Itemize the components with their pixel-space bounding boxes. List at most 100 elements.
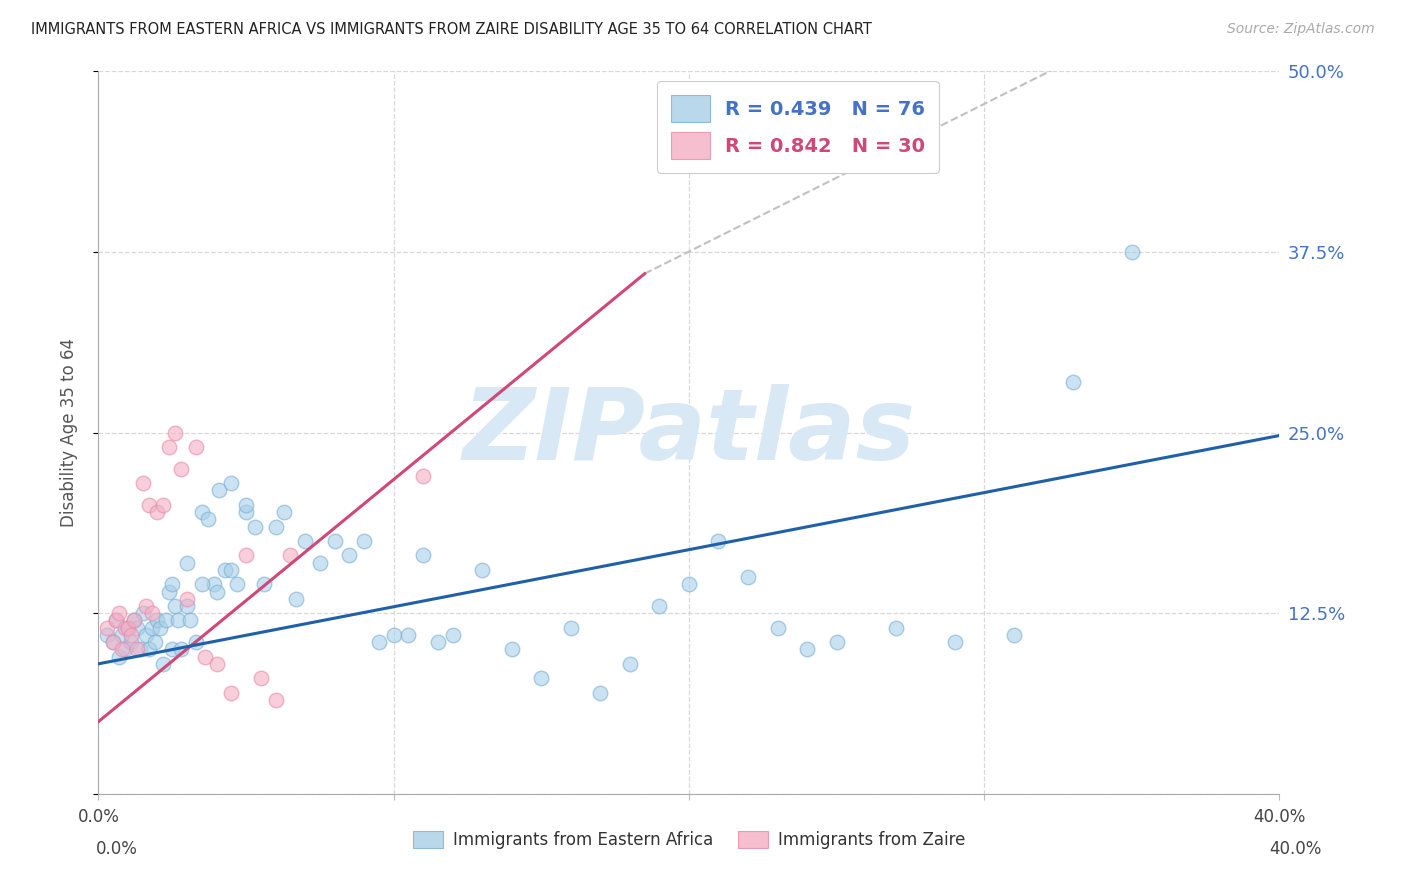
Text: ZIPatlas: ZIPatlas bbox=[463, 384, 915, 481]
Point bbox=[191, 505, 214, 519]
Point bbox=[170, 642, 193, 657]
Point bbox=[117, 621, 139, 635]
Point bbox=[884, 621, 907, 635]
Point bbox=[103, 635, 125, 649]
Point bbox=[309, 556, 332, 570]
Point bbox=[250, 671, 273, 685]
Y-axis label: Disability Age 35 to 64: Disability Age 35 to 64 bbox=[59, 338, 77, 527]
Point bbox=[108, 649, 131, 664]
Point bbox=[707, 533, 730, 548]
Point bbox=[176, 556, 198, 570]
Point bbox=[179, 614, 201, 628]
Point bbox=[96, 628, 118, 642]
Point bbox=[111, 628, 134, 642]
Point bbox=[943, 635, 966, 649]
Point bbox=[141, 621, 163, 635]
Point bbox=[111, 642, 134, 657]
Point bbox=[125, 621, 148, 635]
Point bbox=[138, 498, 160, 512]
Point bbox=[141, 607, 163, 621]
Point bbox=[152, 657, 174, 671]
Point bbox=[114, 621, 136, 635]
Point bbox=[368, 635, 391, 649]
Point bbox=[412, 549, 434, 563]
Point bbox=[589, 686, 612, 700]
Point bbox=[678, 158, 700, 172]
Text: Source: ZipAtlas.com: Source: ZipAtlas.com bbox=[1227, 22, 1375, 37]
Point bbox=[766, 621, 789, 635]
Point bbox=[105, 614, 128, 628]
Point bbox=[208, 483, 231, 498]
Point bbox=[120, 628, 142, 642]
Point bbox=[135, 599, 157, 613]
Point bbox=[103, 635, 125, 649]
Point bbox=[125, 642, 148, 657]
Point bbox=[737, 570, 759, 584]
Point bbox=[221, 476, 243, 491]
Point bbox=[471, 563, 494, 577]
Point bbox=[135, 628, 157, 642]
Point bbox=[235, 549, 257, 563]
Point bbox=[184, 635, 207, 649]
Point bbox=[243, 519, 266, 533]
Point bbox=[273, 505, 295, 519]
Point bbox=[132, 476, 155, 491]
Point bbox=[194, 649, 217, 664]
Point bbox=[530, 671, 553, 685]
Point bbox=[264, 693, 287, 707]
Point bbox=[619, 657, 641, 671]
Point bbox=[382, 628, 405, 642]
Point bbox=[146, 614, 169, 628]
Point bbox=[117, 621, 139, 635]
Point bbox=[128, 642, 150, 657]
Point bbox=[157, 440, 180, 454]
Point bbox=[1062, 375, 1084, 389]
Text: 0.0%: 0.0% bbox=[96, 840, 138, 858]
Point bbox=[108, 607, 131, 621]
Point bbox=[1121, 244, 1143, 259]
Point bbox=[648, 599, 671, 613]
Point bbox=[280, 549, 302, 563]
Point bbox=[427, 635, 450, 649]
Point bbox=[146, 505, 169, 519]
Text: IMMIGRANTS FROM EASTERN AFRICA VS IMMIGRANTS FROM ZAIRE DISABILITY AGE 35 TO 64 : IMMIGRANTS FROM EASTERN AFRICA VS IMMIGR… bbox=[31, 22, 872, 37]
Point bbox=[825, 635, 848, 649]
Point bbox=[191, 577, 214, 591]
Point bbox=[264, 519, 287, 533]
Point bbox=[339, 549, 361, 563]
Point bbox=[149, 621, 172, 635]
Point bbox=[353, 533, 375, 548]
Point bbox=[152, 498, 174, 512]
Point bbox=[105, 614, 128, 628]
Point bbox=[132, 607, 155, 621]
Point bbox=[796, 642, 818, 657]
Point bbox=[138, 642, 160, 657]
Point bbox=[560, 621, 582, 635]
Point bbox=[176, 599, 198, 613]
Point bbox=[162, 642, 183, 657]
Point bbox=[226, 577, 249, 591]
Point bbox=[678, 577, 700, 591]
Point bbox=[441, 628, 464, 642]
Point bbox=[122, 614, 145, 628]
Point bbox=[235, 498, 257, 512]
Point bbox=[323, 533, 346, 548]
Point bbox=[155, 614, 177, 628]
Point bbox=[1002, 628, 1025, 642]
Point bbox=[165, 599, 187, 613]
Point bbox=[221, 563, 243, 577]
Point bbox=[157, 584, 180, 599]
Point bbox=[294, 533, 316, 548]
Point bbox=[114, 642, 136, 657]
Point bbox=[197, 512, 219, 526]
Point bbox=[167, 614, 190, 628]
Point bbox=[253, 577, 276, 591]
Point bbox=[221, 686, 243, 700]
Point bbox=[176, 591, 198, 606]
Point bbox=[165, 425, 187, 440]
Point bbox=[235, 505, 257, 519]
Point bbox=[162, 577, 183, 591]
Legend: Immigrants from Eastern Africa, Immigrants from Zaire: Immigrants from Eastern Africa, Immigran… bbox=[405, 823, 973, 858]
Point bbox=[501, 642, 523, 657]
Point bbox=[184, 440, 207, 454]
